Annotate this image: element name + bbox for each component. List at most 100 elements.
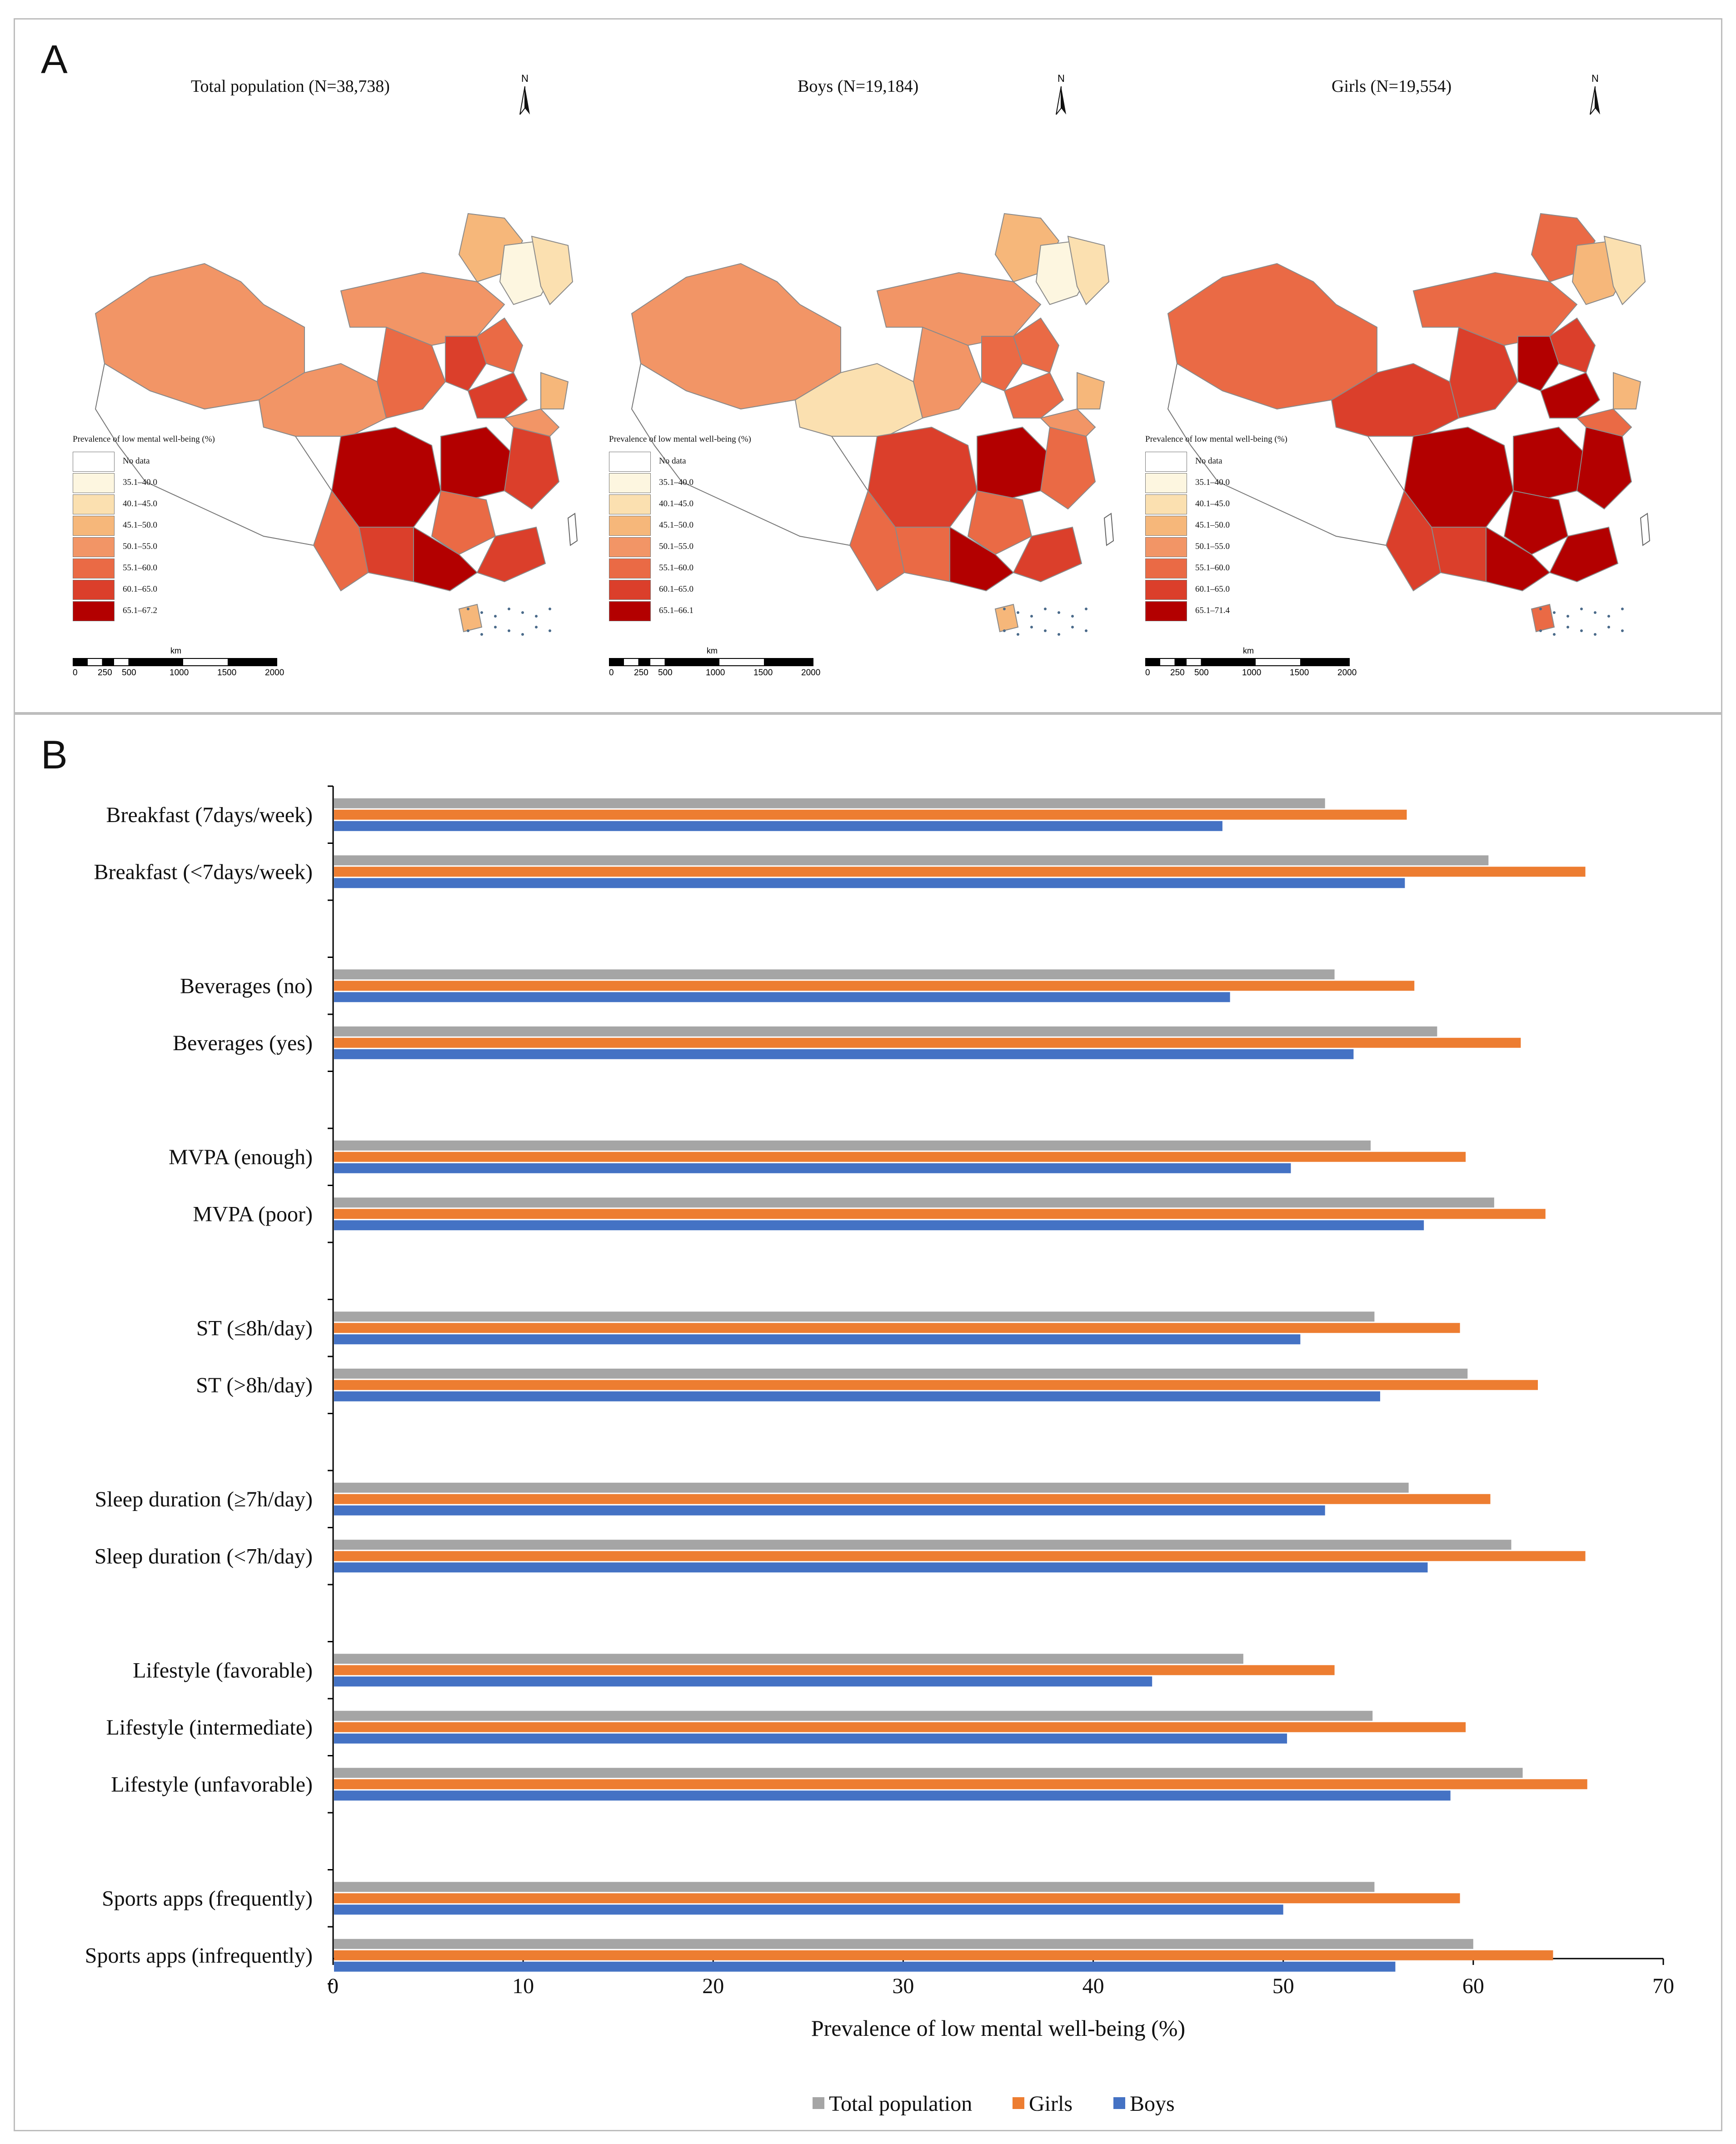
island-dot [1003, 608, 1006, 610]
north-label: N [1058, 73, 1065, 84]
province-region [1013, 317, 1060, 374]
map-legend-title: Prevalence of low mental well-being (%) [1145, 434, 1287, 444]
island-dot [1607, 626, 1610, 628]
province-region [467, 372, 528, 419]
choropleth-map [631, 213, 1114, 636]
island-dot [1607, 615, 1610, 618]
choropleth-map [1167, 213, 1651, 636]
legend-swatch [73, 601, 115, 621]
province-region [458, 603, 483, 633]
province-region [1549, 317, 1596, 374]
scale-unit-label: km [170, 646, 181, 655]
province-region [95, 263, 305, 410]
province-region [476, 317, 524, 374]
province-region [1003, 372, 1064, 419]
legend-label: 35.1–40.0 [1195, 478, 1230, 487]
province-region [631, 263, 841, 410]
province-region [431, 490, 496, 555]
scale-tick-label: 1000 [706, 668, 725, 678]
legend-label: 65.1–71.4 [1195, 606, 1230, 615]
province-region [1077, 372, 1105, 409]
scale-tick-label: 500 [658, 668, 673, 678]
island-dot [1566, 626, 1569, 628]
island-dot [1071, 615, 1074, 618]
island-dot [480, 611, 483, 614]
province-region [1385, 489, 1442, 592]
legend-swatch [73, 494, 115, 514]
province-region [1167, 263, 1377, 410]
province-region [1576, 426, 1632, 510]
province-region [1576, 408, 1632, 437]
scale-tick-label: 500 [122, 668, 136, 678]
scale-unit-label: km [1243, 646, 1254, 655]
province-region [440, 426, 514, 501]
legend-label: 60.1–65.0 [659, 584, 693, 594]
province-region [1603, 235, 1646, 305]
scale-tick-label: 2000 [1337, 668, 1357, 678]
scale-tick-label: 250 [1170, 668, 1185, 678]
legend-swatch [609, 558, 651, 578]
panel-b-label: B [41, 732, 68, 777]
legend-swatch [609, 494, 651, 514]
province-region [1517, 336, 1560, 392]
scale-tick-label: 500 [1194, 668, 1209, 678]
island-dot [1003, 629, 1006, 632]
scale-tick-label: 1000 [1242, 668, 1262, 678]
province-region [1067, 235, 1110, 305]
scale-tick-label: 1500 [753, 668, 773, 678]
island-dot [1058, 633, 1060, 636]
legend-label: 35.1–40.0 [123, 478, 157, 487]
legend-label: No data [123, 456, 150, 466]
province-region [504, 426, 560, 510]
map-legend-title: Prevalence of low mental well-being (%) [609, 434, 751, 444]
legend-swatch [1145, 516, 1187, 536]
province-region [413, 526, 478, 592]
legend-swatch [73, 473, 115, 493]
province-region [1513, 426, 1587, 501]
legend-label: 40.1–45.0 [659, 499, 693, 509]
island-dot [1017, 611, 1019, 614]
island-dot [1044, 608, 1047, 610]
legend-swatch [1145, 601, 1187, 621]
legend-label: 45.1–50.0 [1195, 520, 1230, 530]
island-dot [1030, 626, 1033, 628]
province-region [504, 408, 560, 437]
scale-tick-label: 0 [609, 668, 614, 678]
legend-swatch [73, 537, 115, 557]
map-title: Total population (N=38,738) [191, 77, 390, 96]
choropleth-map [95, 213, 578, 636]
scale-tick-label: 0 [1145, 668, 1150, 678]
legend-label: 45.1–50.0 [123, 520, 157, 530]
island-dot [1621, 629, 1624, 632]
province-region [531, 235, 574, 305]
island-dot [494, 615, 497, 618]
province-region [376, 326, 446, 419]
island-dot [521, 611, 524, 614]
map-title: Boys (N=19,184) [798, 77, 919, 96]
province-region [1040, 426, 1096, 510]
scale-tick-label: 250 [634, 668, 649, 678]
island-dot [1539, 629, 1542, 632]
island-dot [1566, 615, 1569, 618]
legend-label: 40.1–45.0 [123, 499, 157, 509]
province-region [1549, 526, 1619, 583]
legend-swatch [609, 452, 651, 472]
legend-swatch [1145, 473, 1187, 493]
island-dot [1017, 633, 1019, 636]
island-dot [508, 608, 510, 610]
legend-swatch [1145, 537, 1187, 557]
map-title: Girls (N=19,554) [1332, 77, 1452, 96]
map-legend-title: Prevalence of low mental well-being (%) [73, 434, 215, 444]
province-region [981, 336, 1023, 392]
island-dot [1621, 608, 1624, 610]
scale-tick-label: 0 [73, 668, 78, 678]
legend-label: 60.1–65.0 [123, 584, 157, 594]
province-region [476, 526, 546, 583]
legend-label: 45.1–50.0 [659, 520, 693, 530]
legend-label: 65.1–67.2 [123, 606, 157, 615]
island-dot [494, 626, 497, 628]
legend-swatch [73, 516, 115, 536]
province-region [1503, 490, 1569, 555]
scale-tick-label: 250 [98, 668, 112, 678]
